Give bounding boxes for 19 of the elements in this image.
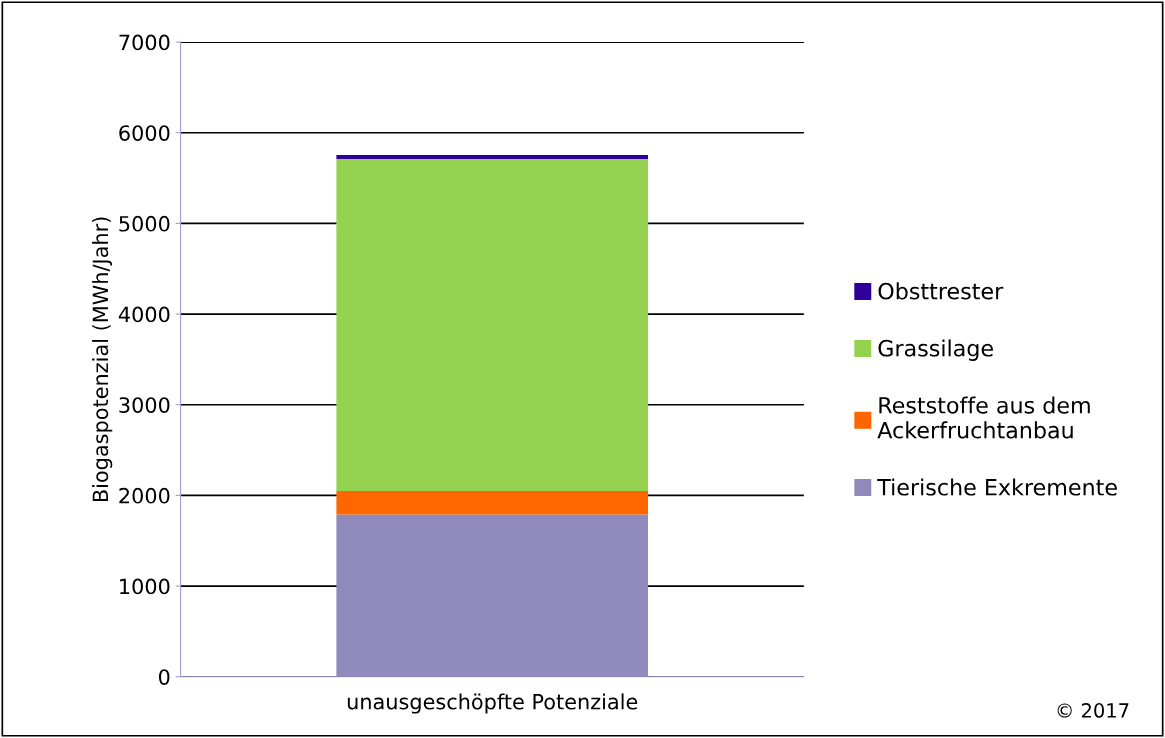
x-tick-label: unausgeschöpfte Potenziale: [347, 693, 638, 714]
bar: [336, 490, 649, 515]
text: © 2017: [1057, 703, 1129, 718]
y-tick-label: 2000: [119, 487, 170, 504]
legend-label: Grassilage: [878, 339, 993, 361]
bar: [336, 154, 649, 160]
y-tick-label: 5000: [119, 215, 170, 232]
legend-label: Reststoffe aus dem Ackerfruchtanbau: [877, 396, 1090, 439]
bar: [336, 514, 649, 677]
y-tick-label: 4000: [118, 306, 170, 323]
y-tick-label: 7000: [119, 34, 170, 51]
bar: [336, 159, 649, 491]
y-tick-label: 1000: [120, 578, 170, 595]
y-tick-label: 0: [158, 669, 170, 685]
legend-label: Tierische Exkremente: [877, 478, 1117, 496]
y-tick-label: 6000: [119, 125, 170, 141]
y-axis-title: Biogaspotenzial (MWh/Jahr): [92, 217, 113, 502]
legend-label: Obsttrester: [878, 282, 1004, 300]
y-tick-label: 3000: [119, 397, 170, 413]
